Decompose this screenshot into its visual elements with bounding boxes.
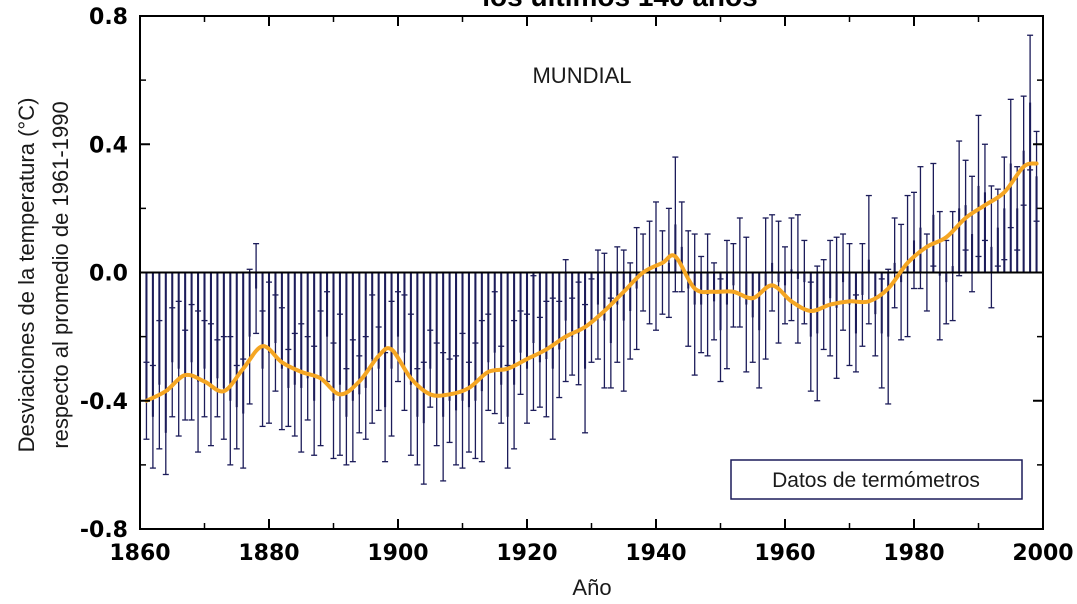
region-label: MUNDIAL <box>532 63 631 88</box>
x-tick-label: 1920 <box>496 541 557 566</box>
x-axis-title: Año <box>572 575 611 600</box>
legend-label: Datos de termómetros <box>772 469 980 492</box>
x-tick-label: 1980 <box>883 541 944 566</box>
x-tick-label: 1900 <box>367 541 428 566</box>
y-tick-labels: -0.8 -0.4 0.0 0.4 0.8 <box>80 5 128 543</box>
x-tick-label: 1880 <box>238 541 299 566</box>
y-axis-title-line-1: Desviaciones de la temperatura (°C) <box>14 98 39 453</box>
y-tick-label: 0.8 <box>89 5 128 30</box>
chart-title: los últimos 140 años <box>482 0 757 12</box>
x-tick-label: 1940 <box>625 541 686 566</box>
error-bars-layer <box>143 35 1039 484</box>
y-tick-label: 0.4 <box>89 133 128 158</box>
x-tick-label: 2000 <box>1012 541 1073 566</box>
y-tick-label: 0.0 <box>89 262 128 287</box>
x-tick-label: 1860 <box>109 541 170 566</box>
y-tick-label: -0.8 <box>80 518 128 543</box>
y-axis-title-line-2: respecto al promedio de 1961-1990 <box>48 101 73 448</box>
y-tick-label: -0.4 <box>80 390 128 415</box>
x-tick-label: 1960 <box>754 541 815 566</box>
x-tick-labels: 1860 1880 1900 1920 1940 1960 1980 2000 <box>109 541 1073 566</box>
legend: Datos de termómetros <box>731 460 1022 499</box>
